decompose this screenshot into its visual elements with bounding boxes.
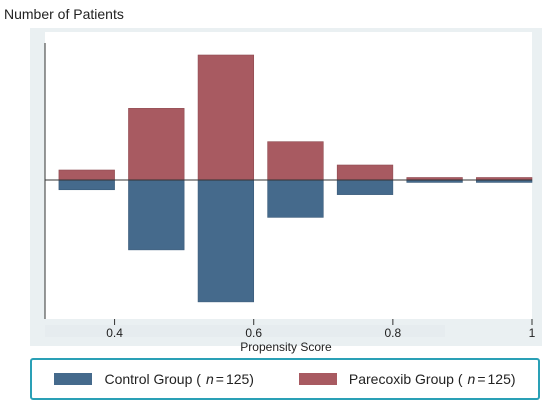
legend-n-symbol: n — [205, 371, 214, 387]
legend-swatch-parecoxib — [298, 373, 337, 385]
bar-control-4 — [336, 179, 394, 195]
legend-n-control: 125 — [225, 371, 250, 387]
legend-item-parecoxib: Parecoxib Group (n = 125) — [298, 371, 516, 387]
legend-swatch-control — [54, 373, 93, 385]
bar-control-0 — [58, 179, 115, 191]
bar-control-2 — [197, 179, 255, 303]
legend-n-symbol: n — [467, 371, 476, 387]
bar-control-3 — [267, 179, 324, 218]
x-axis-band — [45, 325, 445, 337]
control-bars — [58, 179, 533, 303]
x-tick-label-2: 0.8 — [385, 326, 402, 340]
bar-control-1 — [128, 179, 185, 251]
legend-label-parecoxib: Parecoxib Group — [348, 371, 454, 387]
legend-label-control: Control Group — [104, 371, 193, 387]
y-axis-title: Number of Patients — [4, 6, 124, 22]
parecoxib-bars — [58, 54, 533, 181]
x-tick-label-0: 0.4 — [106, 326, 123, 340]
bar-parecoxib-3 — [267, 141, 324, 181]
legend: Control Group (n = 125) Parecoxib Group (n… — [30, 358, 540, 400]
bar-parecoxib-4 — [336, 164, 394, 181]
legend-item-control: Control Group (n = 125) — [54, 371, 254, 387]
x-axis-title: Propensity Score — [240, 340, 332, 354]
x-tick-label-3: 1 — [529, 326, 536, 340]
bar-parecoxib-2 — [197, 54, 255, 181]
x-axis-ticks: 0.4 0.6 0.8 1 — [106, 319, 536, 340]
legend-n-parecoxib: 125 — [487, 371, 511, 387]
x-tick-label-1: 0.6 — [245, 326, 262, 340]
bar-parecoxib-0 — [58, 169, 115, 181]
bar-parecoxib-1 — [128, 108, 185, 181]
